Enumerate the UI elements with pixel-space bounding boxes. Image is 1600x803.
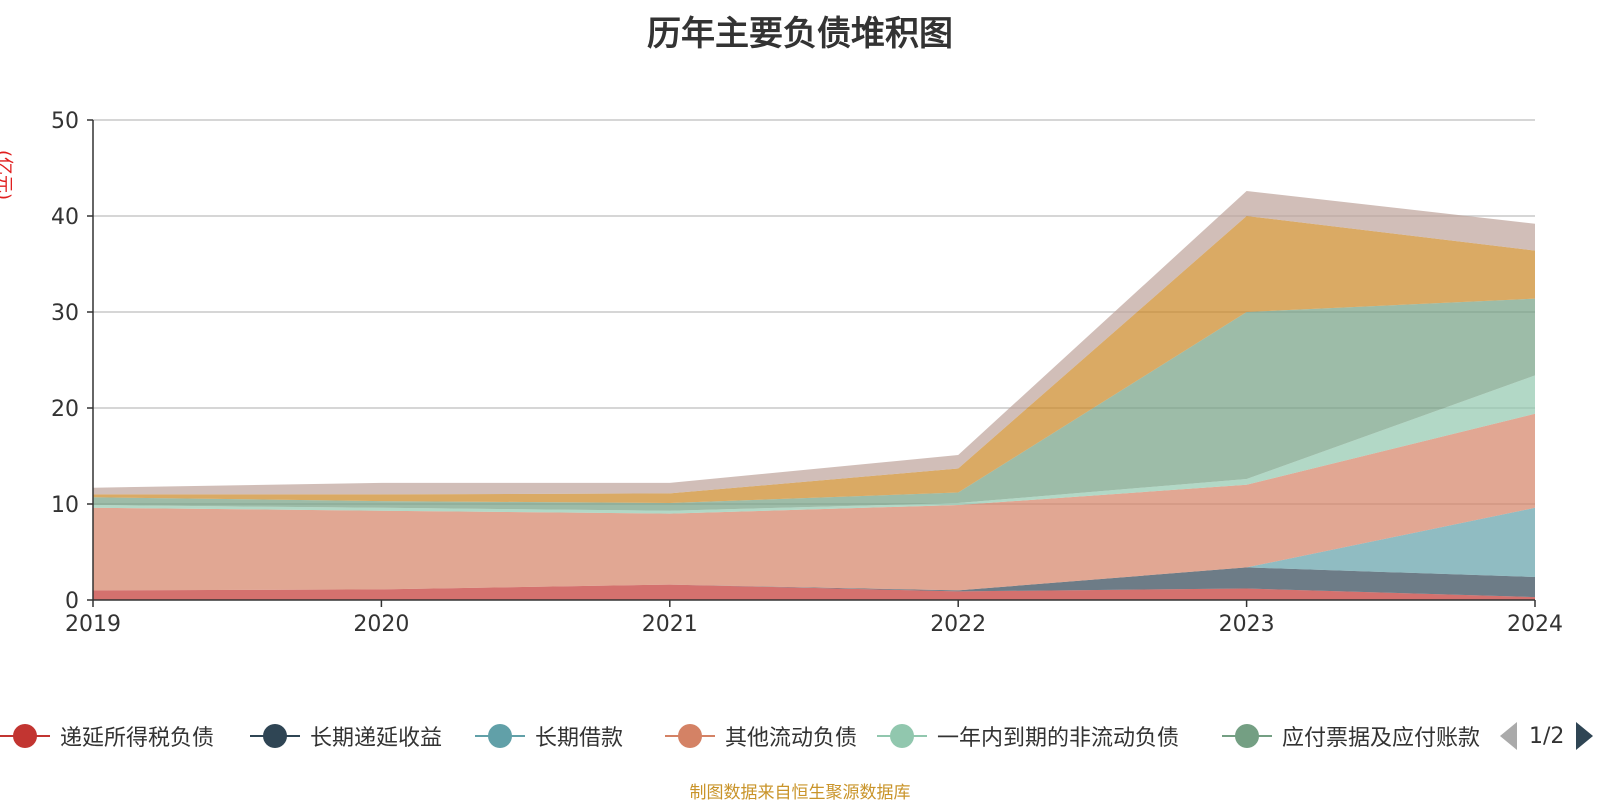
legend-label: 应付票据及应付账款 bbox=[1282, 726, 1480, 751]
legend-marker-icon bbox=[0, 721, 50, 751]
y-tick-label: 0 bbox=[65, 589, 79, 614]
area-series-7[interactable] bbox=[93, 191, 1535, 495]
x-tick-label: 2022 bbox=[930, 612, 986, 637]
legend-marker-icon bbox=[1222, 721, 1272, 751]
legend-page-indicator: 1/2 bbox=[1529, 723, 1565, 749]
area-series-3[interactable] bbox=[93, 413, 1535, 591]
legend-marker-icon bbox=[250, 721, 300, 751]
legend-item[interactable]: 一年内到期的非流动负债 bbox=[877, 718, 1179, 754]
area-series-5[interactable] bbox=[93, 298, 1535, 511]
area-series-0[interactable] bbox=[93, 584, 1535, 600]
x-tick-label: 2024 bbox=[1507, 612, 1563, 637]
legend-item[interactable]: 递延所得税负债 bbox=[0, 718, 214, 754]
legend-item[interactable]: 长期借款 bbox=[475, 718, 623, 754]
x-tick-label: 2019 bbox=[65, 612, 121, 637]
y-tick-label: 50 bbox=[51, 109, 79, 134]
legend-label: 长期递延收益 bbox=[310, 726, 443, 751]
legend-item[interactable]: 应付票据及应付账款 bbox=[1222, 718, 1480, 754]
legend-item[interactable]: 长期递延收益 bbox=[250, 718, 442, 754]
x-tick-label: 2021 bbox=[642, 612, 698, 637]
legend-marker-icon bbox=[475, 721, 525, 751]
area-series-6[interactable] bbox=[93, 216, 1535, 503]
legend-label: 递延所得税负债 bbox=[60, 726, 215, 751]
area-series-1[interactable] bbox=[93, 567, 1535, 598]
legend-pager: 1/2 bbox=[1500, 718, 1594, 754]
y-tick-label: 30 bbox=[51, 301, 79, 326]
legend-prev-page-icon[interactable] bbox=[1500, 722, 1517, 750]
legend-label: 其他流动负债 bbox=[725, 726, 858, 751]
y-tick-label: 40 bbox=[51, 205, 79, 230]
y-tick-label: 10 bbox=[51, 493, 79, 518]
legend: 递延所得税负债 长期递延收益 长期借款 其他流动负债 一年内到期的非流动负债 应付票据及应… bbox=[0, 718, 1480, 754]
x-tick-label: 2023 bbox=[1219, 612, 1275, 637]
legend-label: 长期借款 bbox=[535, 726, 624, 751]
y-tick-label: 20 bbox=[51, 397, 79, 422]
legend-marker-icon bbox=[665, 721, 715, 751]
axes: 0 10 20 30 40 50 2019 2020 2021 2022 2023 2024 bbox=[51, 109, 1563, 637]
legend-marker-icon bbox=[877, 721, 927, 751]
stacked-areas bbox=[93, 191, 1535, 600]
legend-item[interactable]: 其他流动负债 bbox=[665, 718, 857, 754]
chart-title: 历年主要负债堆积图 bbox=[647, 14, 953, 54]
source-note: 制图数据来自恒生聚源数据库 bbox=[689, 783, 911, 803]
legend-next-page-icon[interactable] bbox=[1576, 722, 1594, 750]
x-tick-label: 2020 bbox=[353, 612, 409, 637]
legend-label: 一年内到期的非流动负债 bbox=[937, 726, 1180, 751]
